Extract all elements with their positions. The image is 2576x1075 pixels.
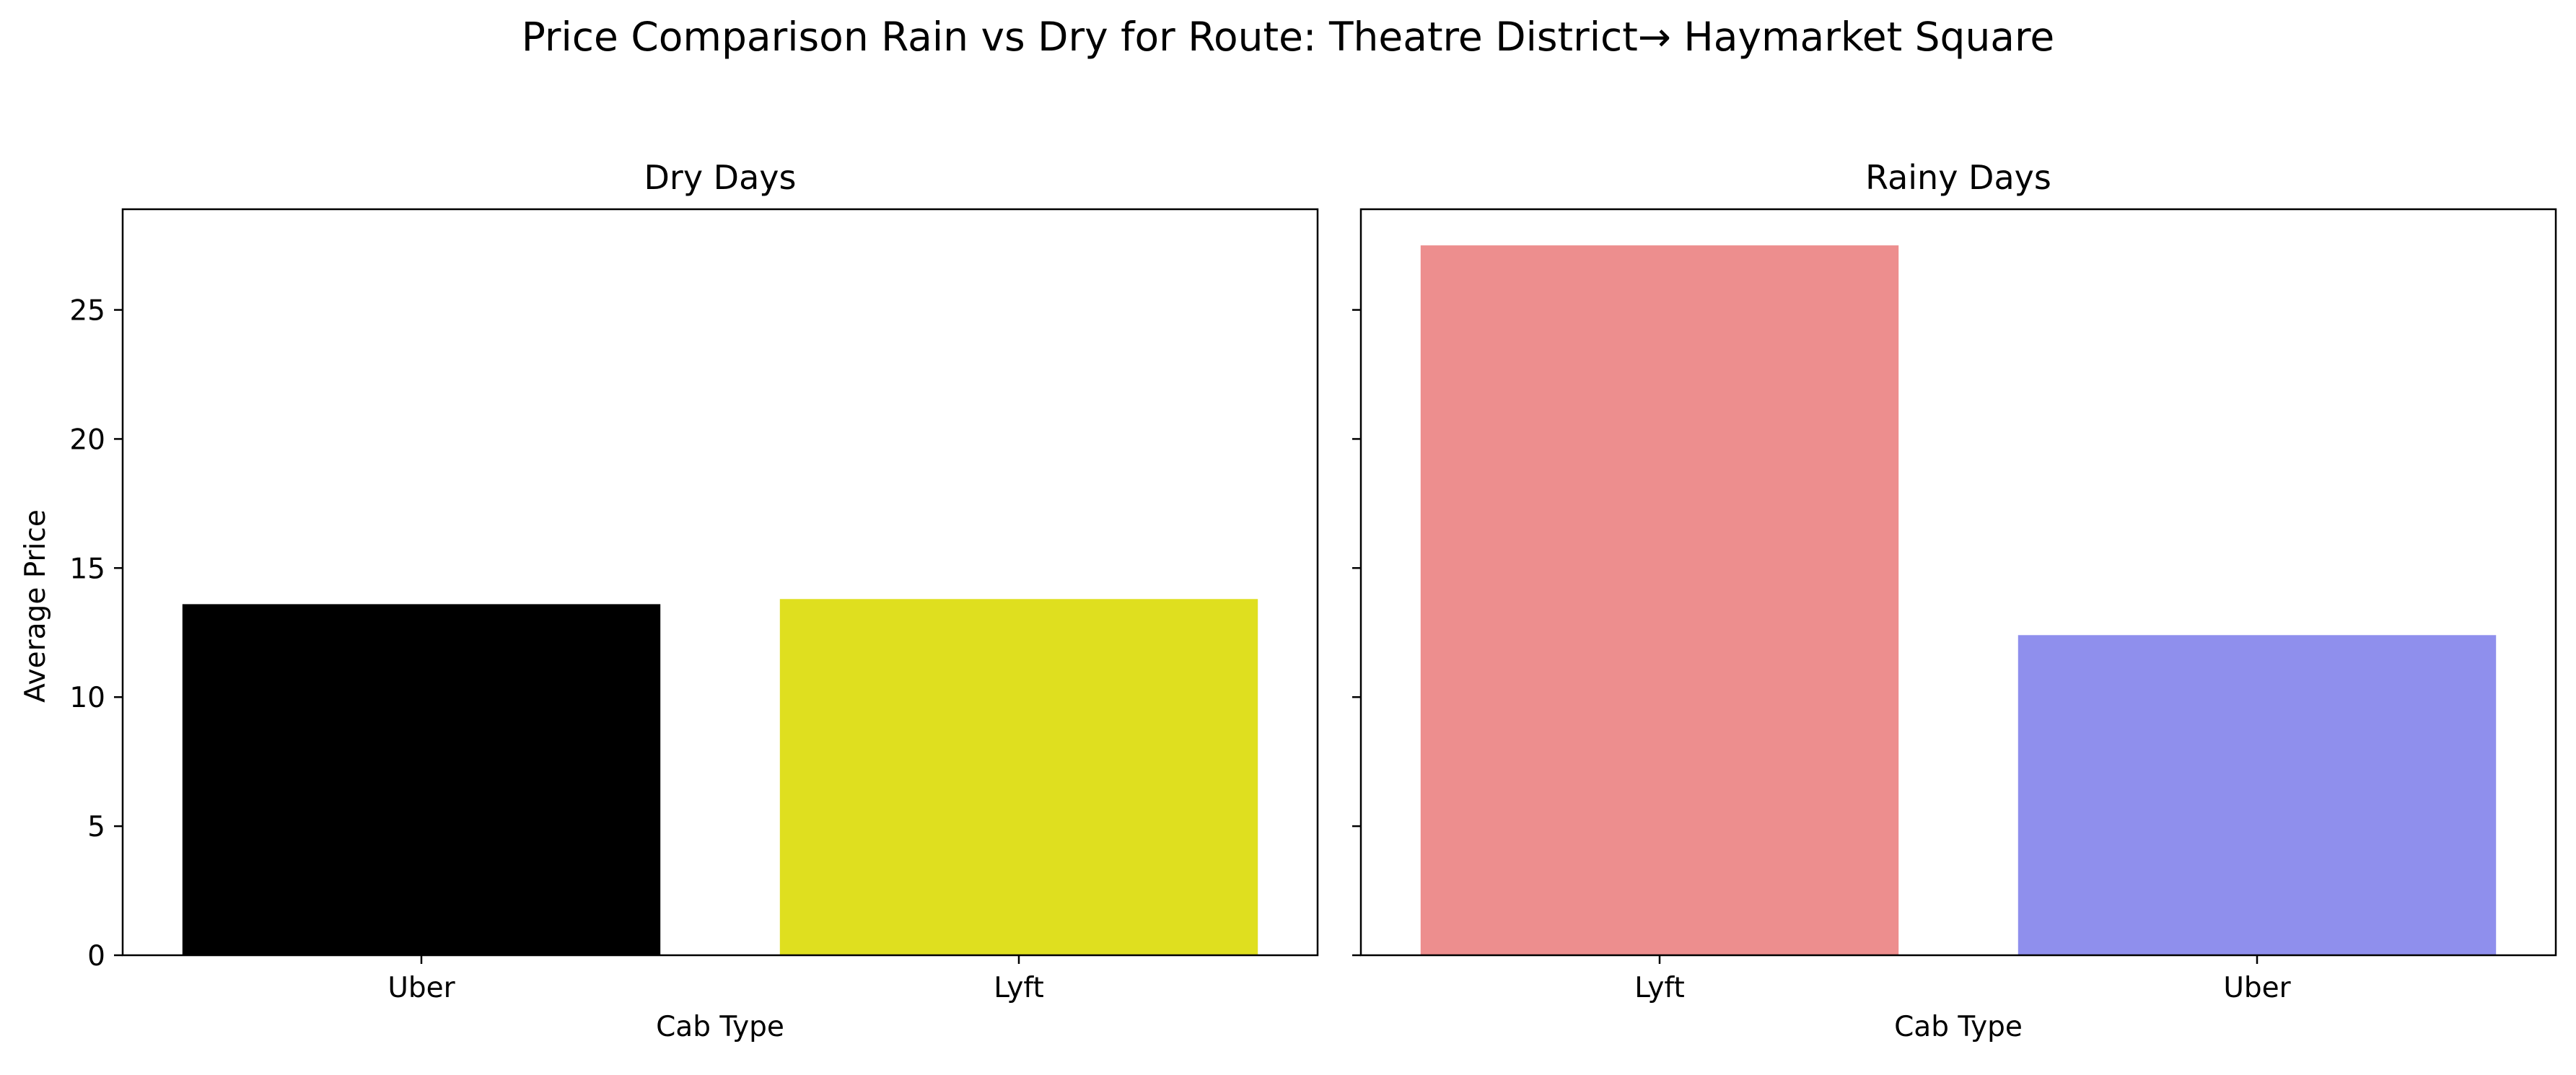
subplot-1: Uber Lyft 0 5 10 15 20 25 Dry Days Cab Type [69,158,1319,1043]
x-tick-label: Lyft [994,972,1044,1004]
bar-lyft [779,599,1258,955]
x-axis-label: Cab Type [656,1011,784,1043]
subplot-title: Rainy Days [1865,158,2051,197]
bar-uber [182,604,661,955]
y-tick-label: 15 [69,553,105,585]
figure-suptitle: Price Comparison Rain vs Dry for Route: … [522,14,2055,60]
x-tick-label: Uber [2223,972,2291,1004]
subplot-title: Dry Days [644,158,797,197]
y-tick-label: 20 [69,424,105,456]
bar-uber [2018,635,2497,955]
y-tick-label: 10 [69,682,105,714]
axes-frame [1359,208,2557,957]
y-tick-label: 25 [69,295,105,328]
bar-lyft [1420,245,1899,956]
x-tick-label: Lyft [1634,972,1685,1004]
subplot-2: Lyft Uber Rainy Days Cab Type [1352,158,2557,1043]
x-tick-label: Uber [387,972,455,1004]
x-axis-label: Cab Type [1894,1011,2023,1043]
y-axis-label: Average Price [19,509,52,703]
y-tick-label: 0 [87,940,105,973]
axes-frame [121,208,1319,957]
y-tick-label: 5 [87,811,105,843]
